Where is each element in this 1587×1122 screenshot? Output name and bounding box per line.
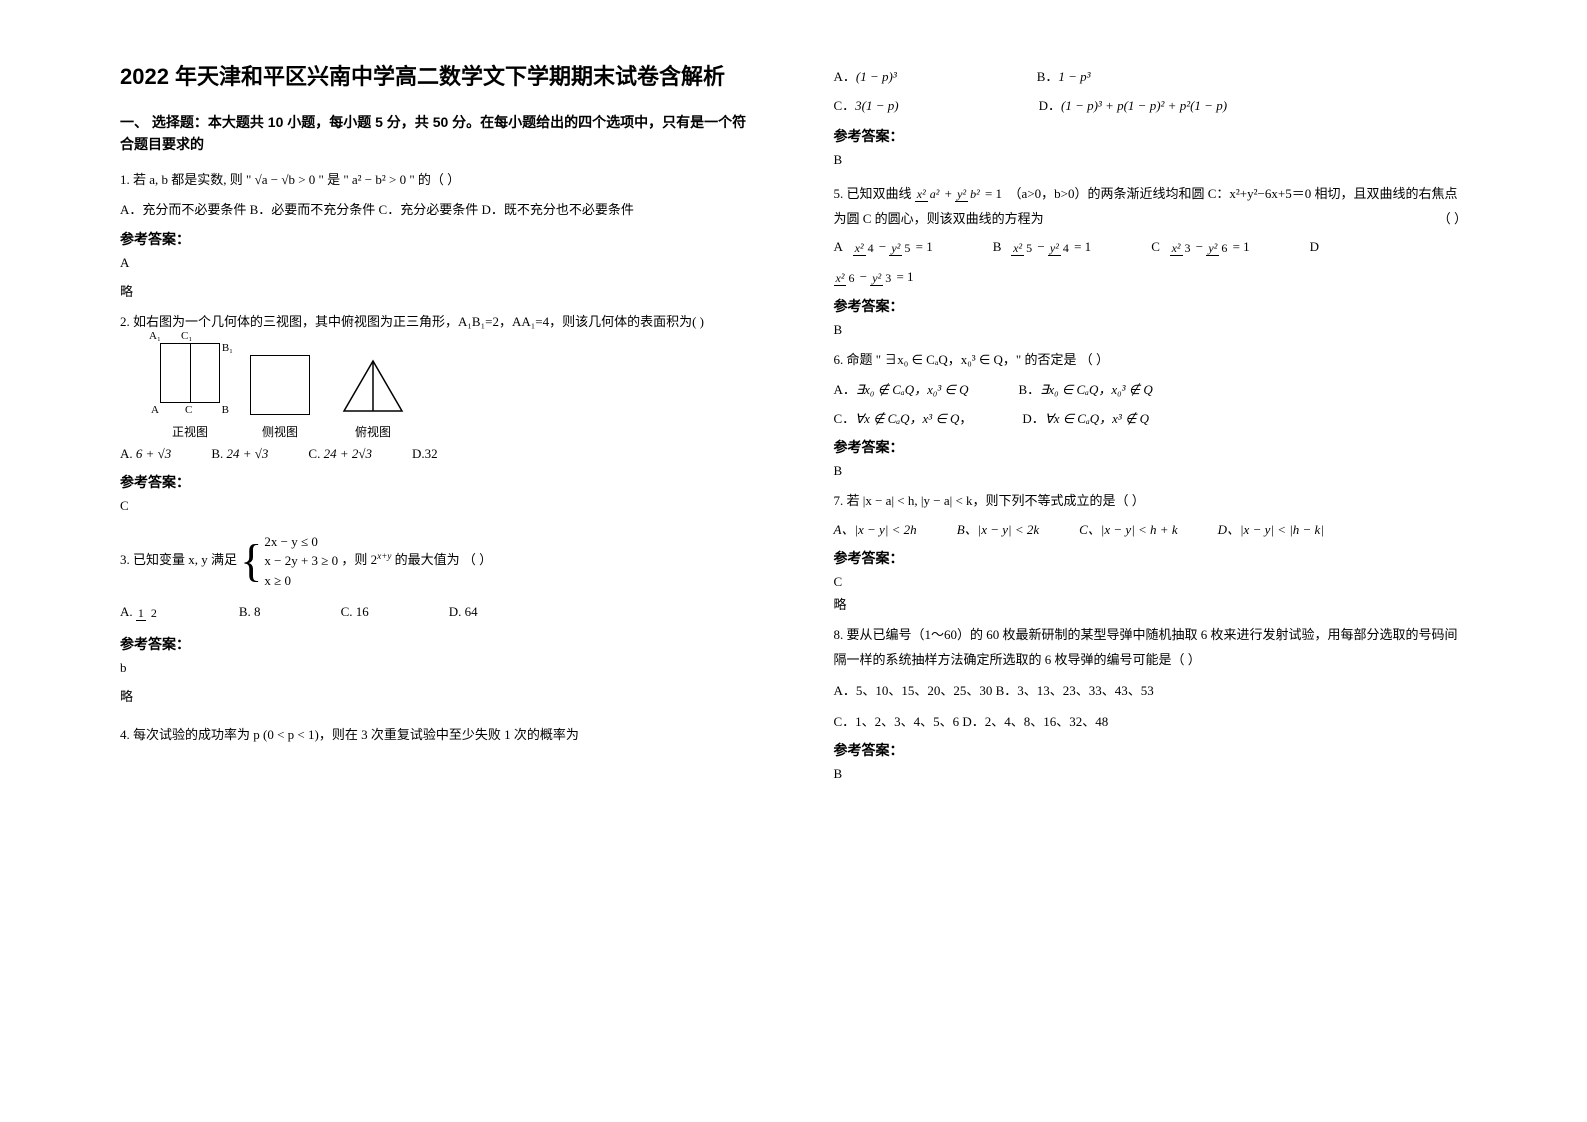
- q2-options: A. 6 + √3 B. 24 + √3 C. 24 + 2√3 D.32: [120, 446, 754, 462]
- q6-optD: D．∀x ∈ CₐQ，x³ ∉ Q: [1022, 408, 1149, 427]
- q3-optA-frac: 1 2: [136, 607, 159, 620]
- q3-note: 略: [120, 686, 754, 705]
- q5-stem: 5. 已知双曲线 x²a² + y²b² = 1 （a>0，b>0）的两条渐近线…: [834, 182, 1468, 231]
- q2-three-views: A₁ C₁ B₁ A C B 正视图 侧视图 俯视图: [160, 343, 754, 440]
- section-1-heading: 一、 选择题：本大题共 10 小题，每小题 5 分，共 50 分。在每小题给出的…: [120, 111, 754, 156]
- exam-title: 2022 年天津和平区兴南中学高二数学文下学期期末试卷含解析: [120, 60, 754, 93]
- q5-paren: （ ）: [1438, 207, 1467, 232]
- q3-system: { 2x − y ≤ 0 x − 2y + 3 ≥ 0 x ≥ 0: [240, 532, 338, 591]
- q4-stem: 4. 每次试验的成功率为 p (0 < p < 1)，则在 3 次重复试验中至少…: [120, 723, 754, 748]
- q7-optB: B、|x − y| < 2k: [957, 519, 1039, 538]
- q5-options-row1: A x²4 − y²5 = 1 B x²5 − y²4 = 1 C x²3 − …: [834, 239, 1468, 255]
- q3-stem-b: ，则 2: [341, 552, 377, 567]
- triangle-icon: [340, 357, 406, 415]
- q7-optA: A、|x − y| < 2h: [834, 519, 917, 538]
- lbl-c: C: [185, 404, 192, 416]
- q3-stem-a: 3. 已知变量 x, y 满足: [120, 552, 237, 567]
- right-column: A．(1 − p)³ B．1 − p³ C．3(1 − p) D．(1 − p)…: [794, 60, 1488, 1082]
- top-view: 俯视图: [340, 357, 406, 440]
- q6-options-row1: A．∃x₀ ∉ CₐQ，x₀³ ∈ Q B．∃x₀ ∈ CₐQ，x₀³ ∉ Q: [834, 379, 1468, 398]
- q5-optB: B x²5 − y²4 = 1: [993, 239, 1091, 255]
- lbl-a1: A₁: [149, 330, 161, 342]
- q3-answer-label: 参考答案：: [120, 634, 754, 654]
- q7-answer: C: [834, 574, 1468, 590]
- q3-answer: b: [120, 660, 754, 676]
- q4-optD: D．(1 − p)³ + p(1 − p)² + p²(1 − p): [1039, 95, 1227, 114]
- side-view-caption: 侧视图: [250, 423, 310, 440]
- q3-stem-c: 的最大值为 （ ）: [395, 552, 493, 567]
- lbl-c1: C₁: [181, 330, 192, 342]
- q7-note: 略: [834, 594, 1468, 613]
- q8-opts-cd: C．1、2、3、4、5、6 D．2、4、8、16、32、48: [834, 710, 1468, 735]
- q3-exp: x+y: [377, 551, 391, 561]
- side-view-rect: [250, 355, 310, 415]
- q5-frac2: y²b²: [955, 188, 982, 201]
- brace-icon: {: [240, 538, 262, 584]
- q5-optD: x²6 − y²3 = 1: [834, 265, 1468, 290]
- front-view-caption: 正视图: [160, 423, 220, 440]
- q5-optD-label: D: [1310, 239, 1319, 255]
- q4-answer: B: [834, 152, 1468, 168]
- top-view-caption: 俯视图: [340, 423, 406, 440]
- q6-options-row2: C．∀x ∉ CₐQ，x³ ∈ Q， D．∀x ∈ CₐQ，x³ ∉ Q: [834, 408, 1468, 427]
- q5-optC: C x²3 − y²6 = 1: [1151, 239, 1249, 255]
- q8-answer-label: 参考答案：: [834, 740, 1468, 760]
- q5-optA: A x²4 − y²5 = 1: [834, 239, 933, 255]
- lbl-b: B: [222, 404, 229, 416]
- q8-stem: 8. 要从已编号（1～60）的 60 枚最新研制的某型导弹中随机抽取 6 枚来进…: [834, 623, 1468, 672]
- q5-frac1: x²a²: [915, 188, 942, 201]
- q4-options-row2: C．3(1 − p) D．(1 − p)³ + p(1 − p)² + p²(1…: [834, 95, 1468, 114]
- q5-answer-label: 参考答案：: [834, 296, 1468, 316]
- front-view-square: A₁ C₁ B₁ A C B: [160, 343, 220, 403]
- q7-answer-label: 参考答案：: [834, 548, 1468, 568]
- front-view-midline: [190, 344, 191, 402]
- q3-stem: 3. 已知变量 x, y 满足 { 2x − y ≤ 0 x − 2y + 3 …: [120, 532, 754, 591]
- q6-optB: B．∃x₀ ∈ CₐQ，x₀³ ∉ Q: [1018, 379, 1152, 398]
- q2-optB: B. 24 + √3: [211, 446, 268, 462]
- lbl-b1: B₁: [222, 342, 233, 354]
- q4-optC: C．3(1 − p): [834, 95, 899, 114]
- q7-stem: 7. 若 |x − a| < h, |y − a| < k，则下列不等式成立的是…: [834, 489, 1468, 514]
- q1-note: 略: [120, 281, 754, 300]
- q8-answer: B: [834, 766, 1468, 782]
- q2-answer: C: [120, 498, 754, 514]
- q3-system-lines: 2x − y ≤ 0 x − 2y + 3 ≥ 0 x ≥ 0: [264, 532, 338, 591]
- q1-stem: 1. 若 a, b 都是实数, 则 " √a − √b > 0 " 是 " a²…: [120, 168, 754, 193]
- q5-answer: B: [834, 322, 1468, 338]
- q3-options: A. 1 2 B. 8 C. 16 D. 64: [120, 604, 754, 620]
- q1-answer-label: 参考答案：: [120, 229, 754, 249]
- q8-opts-ab: A．5、10、15、20、25、30 B．3、13、23、33、43、53: [834, 679, 1468, 704]
- q1-stem-text: 1. 若 a, b 都是实数, 则 " √a − √b > 0 " 是 " a²…: [120, 172, 460, 187]
- q5-stem-a: 5. 已知双曲线: [834, 186, 915, 201]
- q3-optB: B. 8: [239, 604, 261, 620]
- q6-answer: B: [834, 463, 1468, 479]
- q6-optA: A．∃x₀ ∉ CₐQ，x₀³ ∈ Q: [834, 379, 969, 398]
- q7-options: A、|x − y| < 2h B、|x − y| < 2k C、|x − y| …: [834, 519, 1468, 538]
- q2-optA: A. 6 + √3: [120, 446, 171, 462]
- q4-options-row1: A．(1 − p)³ B．1 − p³: [834, 66, 1468, 85]
- q4-answer-label: 参考答案：: [834, 126, 1468, 146]
- q2-optD: D.32: [412, 446, 438, 462]
- q6-stem: 6. 命题 " ∃x₀ ∈ CₐQ，x₀³ ∈ Q，" 的否定是 （ ）: [834, 348, 1468, 373]
- q4-optA: A．(1 − p)³: [834, 66, 897, 85]
- front-view: A₁ C₁ B₁ A C B 正视图: [160, 343, 220, 440]
- q2-answer-label: 参考答案：: [120, 472, 754, 492]
- q6-optC: C．∀x ∉ CₐQ，x³ ∈ Q，: [834, 408, 973, 427]
- left-column: 2022 年天津和平区兴南中学高二数学文下学期期末试卷含解析 一、 选择题：本大…: [100, 60, 794, 1082]
- q3-optD: D. 64: [449, 604, 478, 620]
- side-view: 侧视图: [250, 355, 310, 440]
- lbl-a: A: [151, 404, 159, 416]
- q7-optD: D、|x − y| < |h − k|: [1218, 519, 1324, 538]
- q6-answer-label: 参考答案：: [834, 437, 1468, 457]
- q4-optB: B．1 − p³: [1037, 66, 1091, 85]
- q1-answer: A: [120, 255, 754, 271]
- q2-stem: 2. 如右图为一个几何体的三视图，其中俯视图为正三角形，A₁B₁=2，AA₁=4…: [120, 310, 754, 335]
- q3-optA: A. 1 2: [120, 604, 159, 620]
- q3-optC: C. 16: [341, 604, 369, 620]
- q1-options: A．充分而不必要条件 B．必要而不充分条件 C．充分必要条件 D．既不充分也不必…: [120, 198, 754, 223]
- q7-optC: C、|x − y| < h + k: [1079, 519, 1177, 538]
- q2-optC: C. 24 + 2√3: [308, 446, 372, 462]
